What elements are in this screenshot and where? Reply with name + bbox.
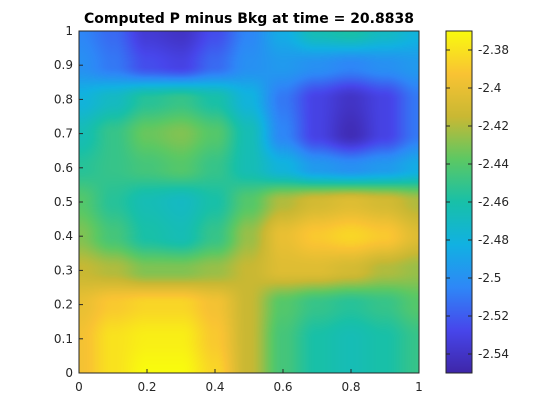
- y-tick-label: 0.2: [54, 298, 73, 312]
- colorbar-tick-label: -2.48: [478, 233, 509, 247]
- x-tick-label: 0.6: [273, 380, 292, 394]
- y-tick-label: 1: [65, 24, 73, 38]
- colorbar: -2.38 -2.4 -2.42 -2.44 -2.46 -2.48 -2.5 -2.52 -2…: [445, 30, 509, 374]
- colorbar-ticks: -2.38 -2.4 -2.42 -2.44 -2.46 -2.48 -2.5 -2.52 -2…: [446, 43, 509, 361]
- x-tick-label: 0.2: [137, 380, 156, 394]
- x-tick-label: 0: [75, 380, 83, 394]
- colorbar-tick-label: -2.38: [478, 43, 509, 57]
- colorbar-tick-label: -2.54: [478, 347, 509, 361]
- y-tick-label: 0.7: [54, 127, 73, 141]
- x-tick-label: 0.8: [341, 380, 360, 394]
- colorbar-tick-label: -2.4: [478, 81, 501, 95]
- colorbar-tick-label: -2.52: [478, 309, 509, 323]
- heatmap-image: [79, 31, 419, 373]
- y-tick-label: 0.4: [54, 229, 73, 243]
- plot-area: 0 0.2 0.4 0.6 0.8 1 0 0.1 0.2 0.3 0.4 0.5 0.6 0.7 0.8…: [54, 24, 423, 394]
- x-tick-label: 0.4: [205, 380, 224, 394]
- x-axis: 0 0.2 0.4 0.6 0.8 1: [75, 369, 423, 394]
- y-tick-label: 0.5: [54, 195, 73, 209]
- colorbar-tick-label: -2.44: [478, 157, 509, 171]
- y-tick-label: 0.8: [54, 92, 73, 106]
- y-tick-label: 0.9: [54, 58, 73, 72]
- y-tick-label: 0.1: [54, 332, 73, 346]
- y-axis: 0 0.1 0.2 0.3 0.4 0.5 0.6 0.7 0.8 0.9 1: [54, 24, 83, 380]
- heatmap-container: [79, 31, 419, 373]
- colorbar-gradient: [446, 31, 472, 373]
- y-tick-label: 0.6: [54, 161, 73, 175]
- colorbar-tick-label: -2.42: [478, 119, 509, 133]
- colorbar-tick-label: -2.46: [478, 195, 509, 209]
- y-tick-label: 0.3: [54, 263, 73, 277]
- y-tick-label: 0: [65, 366, 73, 380]
- chart-title: Computed P minus Bkg at time = 20.8838: [84, 11, 414, 27]
- colorbar-tick-label: -2.5: [478, 271, 501, 285]
- x-tick-label: 1: [415, 380, 423, 394]
